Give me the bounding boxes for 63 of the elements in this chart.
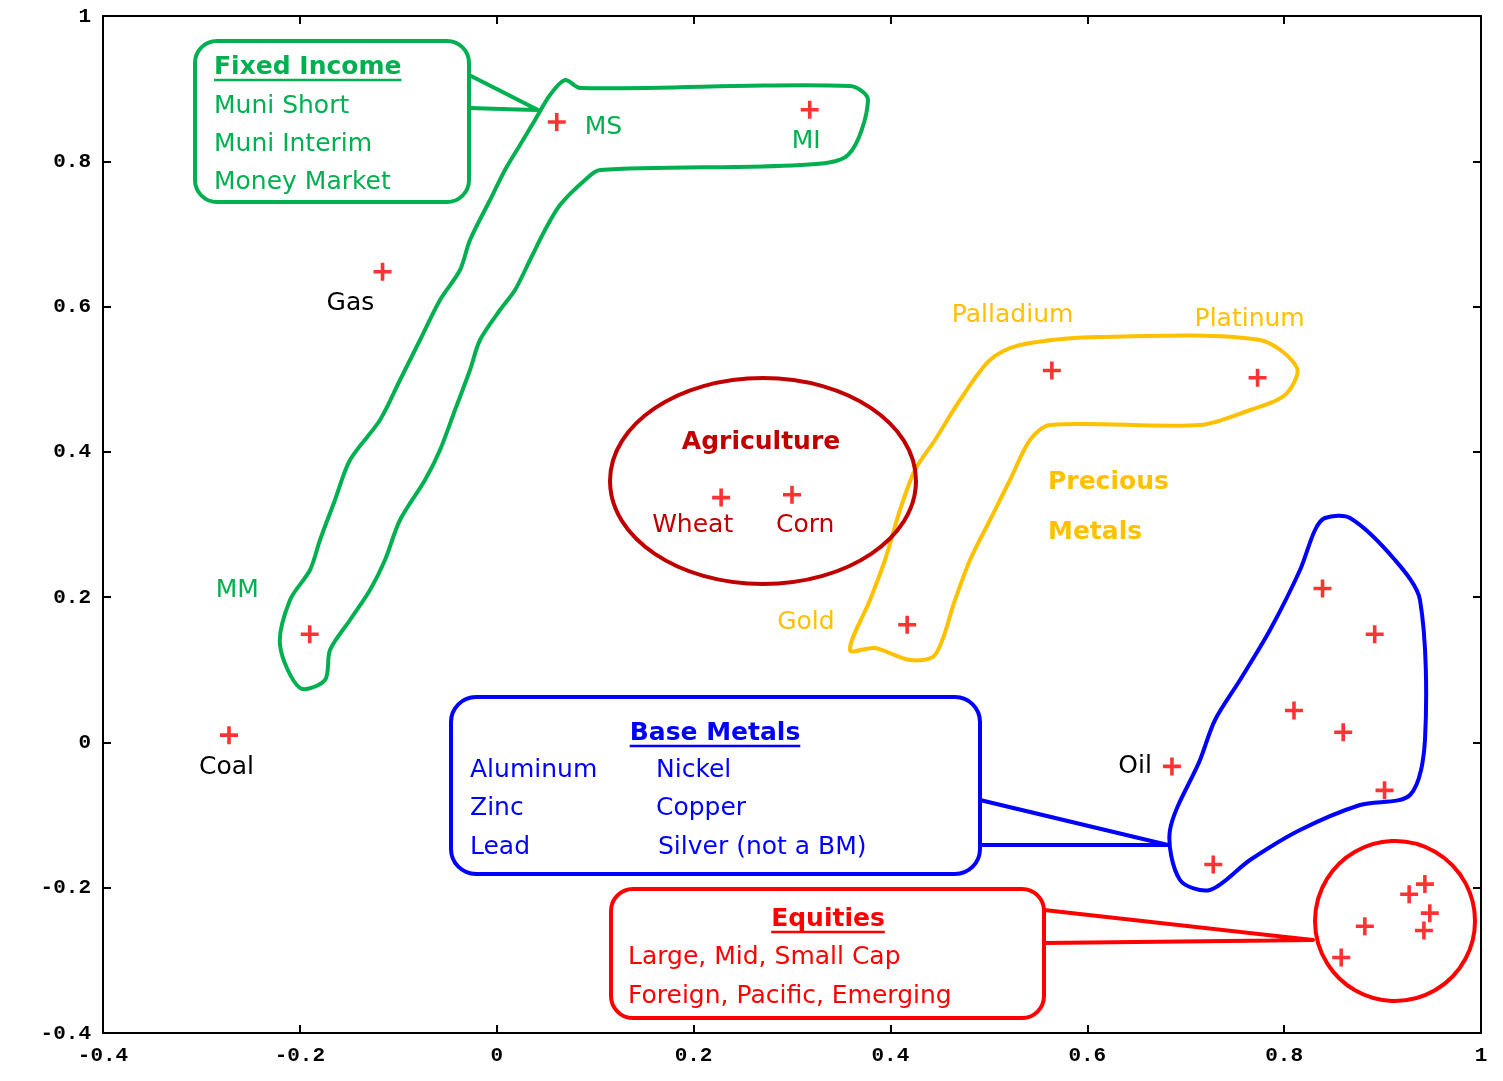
annotation: Money Market [214,165,391,195]
point [1365,625,1384,644]
annotation: Coal [198,750,255,780]
point [712,488,731,507]
x-tick-label: 0.8 [1265,1044,1304,1067]
annotation: MM [215,573,259,603]
annotation: Oil [1118,749,1152,779]
point [1400,885,1419,904]
x-tick-label: 0.6 [1068,1044,1107,1067]
point [1415,875,1434,894]
point [898,615,917,634]
y-tick-label: -0.2 [40,876,91,900]
annotation: Base Metals [629,716,801,746]
point [783,485,801,504]
point [1284,701,1303,720]
y-tick-label: -0.4 [40,1021,91,1045]
annotation: Zinc [470,791,524,821]
x-tick-label: -0.2 [274,1044,326,1067]
point [300,625,319,644]
point [1162,757,1181,776]
annotation: Wheat [652,509,734,539]
x-tick-label: 0.2 [674,1044,713,1067]
annotation: Gold [777,606,835,636]
annotation: Lead [470,830,531,860]
annotation: Foreign, Pacific, Emerging [628,979,952,1009]
point [1414,921,1433,940]
point [219,726,238,745]
annotation: Silver (not a BM) [658,830,867,860]
point [1248,368,1267,387]
annotation: Muni Interim [214,127,373,157]
annotation: Palladium [951,299,1074,328]
y-tick-label: 0 [78,730,91,754]
annotation: Platinum [1194,303,1305,333]
annotation: Equities [771,902,885,932]
x-tick-label: 0 [490,1044,504,1067]
y-tick-label: 0.4 [53,440,91,464]
point [1042,361,1061,380]
x-tick-label: 0.4 [871,1044,910,1067]
point [1420,904,1439,923]
annotation: Large, Mid, Small Cap [628,940,901,970]
annotation: Corn [776,509,835,539]
annotation: Fixed Income [214,50,402,80]
point [547,113,566,132]
y-tick-label: 0.2 [53,585,91,609]
point [373,262,392,281]
annotation: Muni Short [214,89,350,119]
annotation: Agriculture [681,425,841,455]
annotation: Copper [656,791,747,821]
point [1334,723,1353,742]
x-tick-label: 1 [1474,1044,1488,1067]
y-tick-label: 1 [78,4,91,28]
annotation: MI [791,125,821,155]
annotation: MS [584,110,623,140]
annotation: Aluminum [470,753,598,783]
point [1204,855,1223,874]
point [800,100,819,119]
y-tick-label: 0.6 [53,295,91,319]
point [1332,948,1351,967]
annotation: Nickel [656,753,732,783]
annotation: Precious Metals [1048,465,1178,545]
annotation: Gas [326,287,375,317]
point [1355,917,1374,936]
y-tick-label: 0.8 [53,149,91,173]
